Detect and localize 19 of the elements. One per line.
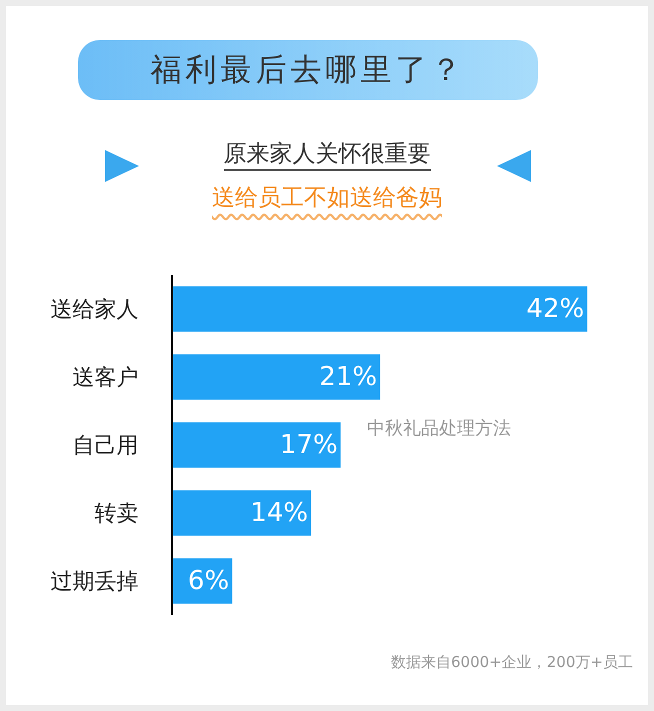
- chart-subtitle: 原来家人关怀很重要: [224, 141, 430, 171]
- y-tick-label: 送给家人: [50, 298, 139, 323]
- text: 送给员工不如送给爸妈: [212, 185, 442, 211]
- bar: [173, 490, 312, 536]
- bar: [173, 286, 588, 332]
- y-tick-label: 自己用: [72, 434, 139, 459]
- data-label: 21%: [319, 362, 378, 392]
- data-label: 6%: [188, 566, 230, 596]
- annotation: 中秋礼品处理方法: [367, 418, 511, 439]
- y-tick-label: 转卖: [94, 502, 139, 527]
- data-label: 14%: [250, 498, 308, 528]
- y-tick-label: 过期丢掉: [50, 570, 139, 595]
- y-tick-label: 送客户: [72, 366, 139, 391]
- data-label: 17%: [280, 430, 338, 460]
- chart-title: 福利最后去哪里了？: [78, 40, 538, 100]
- bar: [173, 354, 380, 400]
- text: 数据来自6000+企业，200万+员工: [391, 653, 633, 671]
- bar: [173, 422, 341, 468]
- data-label: 42%: [526, 294, 584, 324]
